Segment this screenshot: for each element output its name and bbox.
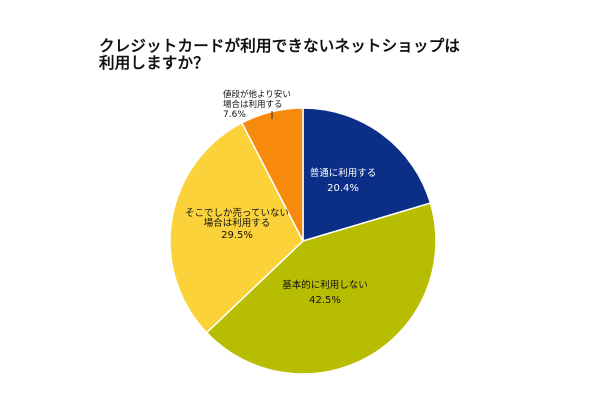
slice-sokodeshika-label-line: そこでしか売っていない bbox=[185, 207, 289, 219]
slice-futsu bbox=[302, 107, 432, 243]
slice-nedan-label-line: 値段が他より安い bbox=[223, 89, 291, 100]
slice-nedan-label-line: 場合は利用する bbox=[223, 99, 283, 110]
slice-kihonteki-label: 基本的に利用しない 42.5% bbox=[282, 279, 368, 306]
slice-sokodeshika bbox=[169, 121, 304, 334]
slice-futsu-label-line: 普通に利用する bbox=[310, 167, 377, 179]
slice-futsu-label: 普通に利用する 20.4% bbox=[310, 167, 377, 194]
chart-title: クレジットカードが利用できないネットショップは 利用しますか？ bbox=[99, 38, 579, 72]
slice-sokodeshika-label-line: 場合は利用する bbox=[204, 217, 271, 229]
slice-kihonteki-value: 42.5% bbox=[309, 295, 341, 306]
slice-nedan-value: 7.6% bbox=[223, 110, 246, 120]
slice-kihonteki bbox=[205, 202, 437, 375]
slice-kihonteki-label-line: 基本的に利用しない bbox=[282, 279, 368, 291]
slice-futsu-value: 20.4% bbox=[327, 183, 359, 194]
chart-title-line-1: クレジットカードが利用できないネットショップは bbox=[99, 37, 461, 55]
slice-sokodeshika-value: 29.5% bbox=[221, 230, 253, 241]
chart-title-line-2: 利用しますか？ bbox=[99, 54, 209, 72]
